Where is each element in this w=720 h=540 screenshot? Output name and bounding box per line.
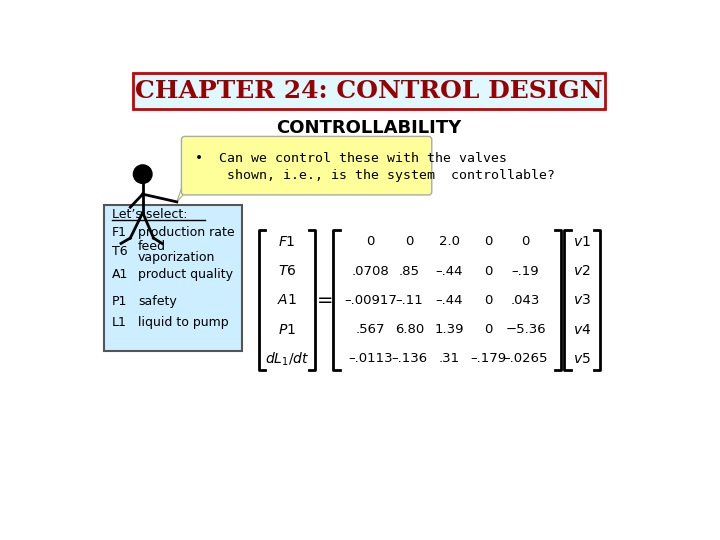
Text: .567: .567 (356, 323, 385, 336)
Text: 6.80: 6.80 (395, 323, 424, 336)
Text: 2.0: 2.0 (439, 235, 460, 248)
Text: $A1$: $A1$ (277, 293, 297, 307)
FancyBboxPatch shape (181, 137, 432, 195)
FancyBboxPatch shape (132, 72, 606, 110)
Text: feed: feed (138, 240, 166, 253)
Circle shape (133, 165, 152, 184)
Text: =: = (318, 291, 334, 310)
Text: $F1$: $F1$ (278, 235, 296, 249)
Text: $T6$: $T6$ (278, 264, 296, 278)
Text: 1.39: 1.39 (435, 323, 464, 336)
Text: 0: 0 (484, 235, 492, 248)
Text: production rate: production rate (138, 226, 235, 239)
Text: P1: P1 (112, 295, 127, 308)
Text: −5.36: −5.36 (505, 323, 546, 336)
Text: $v5$: $v5$ (573, 352, 591, 366)
Text: –.44: –.44 (436, 294, 464, 307)
Text: liquid to pump: liquid to pump (138, 316, 229, 329)
Text: .043: .043 (511, 294, 540, 307)
Text: product quality: product quality (138, 268, 233, 281)
Text: –.00917: –.00917 (344, 294, 397, 307)
Text: .0708: .0708 (351, 265, 390, 278)
Text: $P1$: $P1$ (278, 323, 296, 336)
Text: 0: 0 (484, 265, 492, 278)
Text: –.0265: –.0265 (503, 353, 548, 366)
Text: $v1$: $v1$ (573, 235, 591, 249)
Text: CONTROLLABILITY: CONTROLLABILITY (276, 119, 462, 137)
Text: A1: A1 (112, 268, 128, 281)
Text: F1: F1 (112, 226, 127, 239)
Text: safety: safety (138, 295, 177, 308)
Text: 0: 0 (521, 235, 530, 248)
Text: $v4$: $v4$ (573, 323, 591, 336)
Text: L1: L1 (112, 316, 127, 329)
Text: $v3$: $v3$ (573, 293, 591, 307)
Text: .85: .85 (399, 265, 420, 278)
Text: T6: T6 (112, 245, 127, 258)
Text: vaporization: vaporization (138, 251, 215, 264)
Text: 0: 0 (484, 323, 492, 336)
Text: 0: 0 (366, 235, 374, 248)
Text: –.19: –.19 (512, 265, 539, 278)
Text: $dL_1 / dt$: $dL_1 / dt$ (265, 350, 309, 368)
Text: –.179: –.179 (470, 353, 506, 366)
Text: CHAPTER 24: CONTROL DESIGN: CHAPTER 24: CONTROL DESIGN (135, 79, 603, 103)
FancyBboxPatch shape (104, 205, 242, 351)
Text: –.11: –.11 (395, 294, 423, 307)
Text: 0: 0 (405, 235, 413, 248)
Text: shown, i.e., is the system  controllable?: shown, i.e., is the system controllable? (195, 169, 555, 182)
Text: •  Can we control these with the valves: • Can we control these with the valves (195, 152, 508, 165)
Polygon shape (177, 173, 189, 202)
Text: 0: 0 (484, 294, 492, 307)
Text: Let’s select:: Let’s select: (112, 208, 187, 221)
Text: –.136: –.136 (391, 353, 428, 366)
Text: $v2$: $v2$ (573, 264, 591, 278)
Text: .31: .31 (439, 353, 460, 366)
Text: –.0113: –.0113 (348, 353, 393, 366)
Text: –.44: –.44 (436, 265, 464, 278)
